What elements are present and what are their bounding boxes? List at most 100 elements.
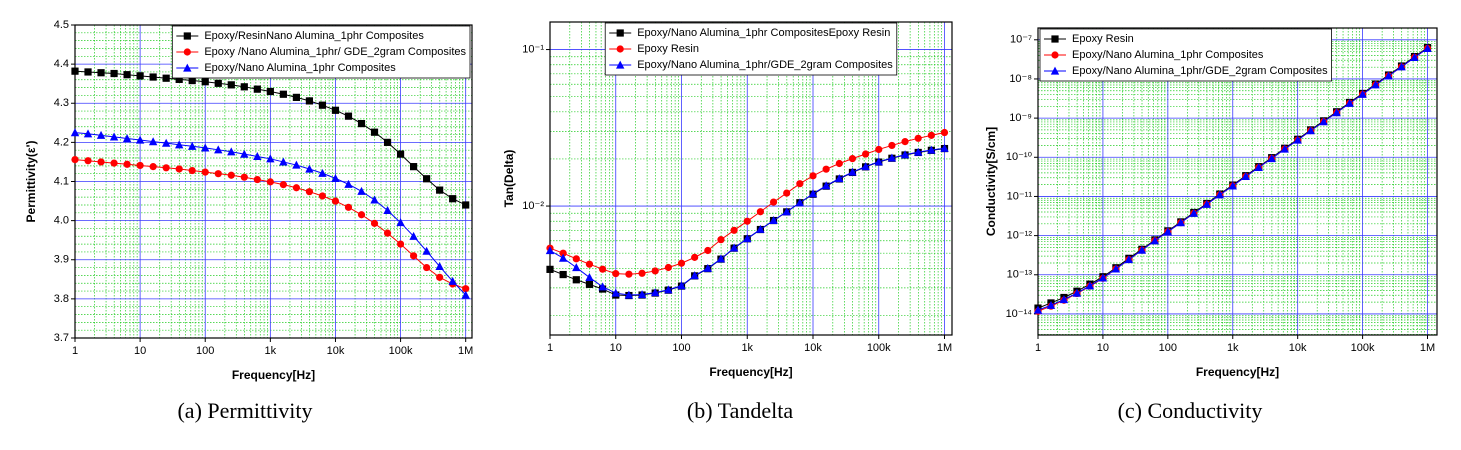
legend: Epoxy/ResinNano Alumina_1phr Composites E… [171,25,471,79]
marker [616,29,624,37]
marker [1306,126,1315,135]
marker [396,240,405,248]
marker [370,195,379,204]
marker [901,138,909,146]
marker [1189,208,1199,217]
y-tick-label: 4.2 [54,136,69,148]
marker [1176,218,1186,227]
marker [318,168,327,177]
marker [109,132,119,141]
marker [729,243,739,252]
marker [266,178,274,186]
marker [1345,98,1354,107]
marker [253,152,262,161]
legend-label: Epoxy/Nano Alumina_1phr/GDE_2gram Compos… [637,59,893,71]
legend-label: Epoxy/Nano Alumina_1phr CompositesEpoxy … [637,27,890,39]
marker [214,79,222,87]
marker [585,280,594,288]
marker [835,159,843,168]
marker [240,149,249,158]
marker [822,165,830,173]
x-tick-label: 100k [867,342,891,354]
marker [240,83,248,91]
marker [84,68,92,76]
marker [546,265,554,273]
marker [616,45,624,53]
marker [611,288,620,297]
marker [809,172,817,180]
marker [1397,62,1406,71]
marker [1410,53,1419,62]
marker [572,276,580,284]
marker [796,180,804,188]
marker [914,147,923,156]
x-tick-label: 10 [134,345,146,357]
marker [305,164,314,173]
chart: 1 10 100 1k 10k 100k 1M 10⁻² 10⁻¹ Epoxy/Nano Alum… [502,21,953,423]
marker [1051,35,1059,43]
marker [331,173,340,182]
marker [1163,227,1173,236]
marker [462,201,470,209]
marker [848,167,857,176]
marker [1098,273,1108,282]
marker [188,166,196,175]
x-tick-label: 1 [72,345,78,357]
y-tick-label: 10⁻⁹ [1009,112,1032,124]
marker [638,269,646,277]
marker [1050,66,1060,75]
marker [558,253,568,262]
marker [1046,300,1056,309]
marker [110,159,118,167]
y-tick-label: 4.1 [54,175,69,187]
marker [435,262,444,271]
marker [71,67,79,75]
marker [383,138,392,146]
marker [84,157,92,165]
caption: (c) Conductivity [1118,398,1263,423]
marker [1384,71,1393,80]
marker [559,249,567,257]
marker [651,288,660,297]
x-tick-label: 100k [1351,342,1375,354]
marker [875,145,883,154]
marker [927,131,935,139]
marker [691,253,699,261]
y-tick-label: 10⁻⁷ [1010,34,1032,46]
marker [1228,181,1237,190]
marker [149,73,157,81]
marker [940,128,949,137]
marker [874,157,883,166]
y-tick-label: 4.4 [54,58,69,70]
legend: Epoxy Resin Epoxy/Nano Alumina_1phr Compo… [1039,28,1332,82]
marker [1137,245,1147,254]
marker [677,281,686,290]
marker [1241,172,1250,181]
marker [861,162,870,171]
marker [927,145,936,154]
marker [183,63,192,72]
marker [1111,264,1121,273]
y-tick-label: 10⁻¹² [1007,230,1033,242]
marker [461,290,470,299]
marker [1124,255,1134,264]
x-axis-title: Frequency[Hz] [1196,365,1279,379]
marker [344,112,353,120]
x-tick-label: 10 [610,342,622,354]
marker [148,137,158,146]
marker [690,271,699,280]
x-tick-label: 1M [1420,342,1435,354]
marker [162,74,170,82]
y-tick-label: 10⁻¹⁴ [1006,308,1033,320]
marker [677,259,686,267]
marker [1280,144,1289,153]
marker [292,160,301,169]
marker [821,181,831,190]
y-tick-label: 3.7 [54,332,69,344]
marker [279,90,287,98]
marker [835,174,844,183]
marker [174,140,184,149]
legend-label: Epoxy Resin [637,43,699,55]
plot-frame [1037,27,1438,336]
marker [1085,281,1095,290]
